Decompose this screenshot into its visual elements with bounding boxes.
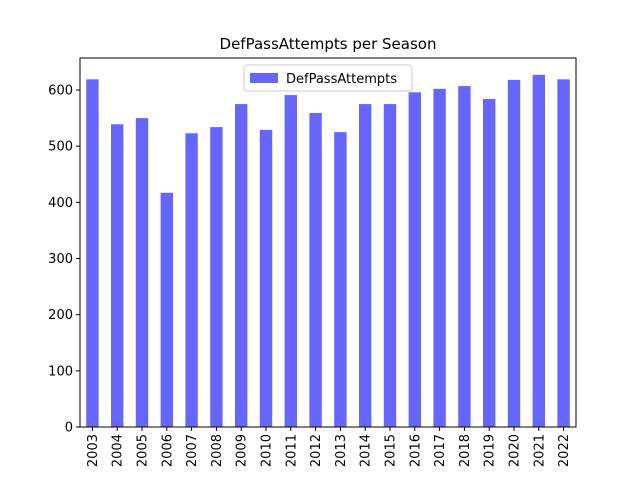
x-tick-label: 2008 (210, 434, 225, 467)
y-tick-label: 100 (48, 364, 73, 379)
x-tick-label: 2017 (433, 434, 448, 467)
y-tick-label: 500 (48, 140, 73, 155)
x-tick-label: 2006 (160, 434, 175, 467)
y-tick-label: 200 (48, 308, 73, 323)
x-tick-label: 2022 (557, 434, 572, 467)
bar (86, 79, 99, 427)
bar (135, 118, 149, 428)
x-tick-label: 2021 (532, 434, 547, 467)
y-tick-label: 0 (65, 421, 73, 436)
bar (532, 74, 545, 428)
bar (185, 133, 198, 428)
x-tick-label: 2019 (483, 434, 498, 467)
plot-frame (79, 57, 577, 428)
bar (334, 132, 347, 427)
bar (284, 95, 297, 428)
bar (557, 79, 570, 427)
x-tick-label: 2011 (284, 434, 299, 467)
bar (483, 99, 496, 427)
x-tick-label: 2018 (458, 434, 473, 467)
y-tick-label: 300 (48, 252, 73, 267)
x-tick-label: 2012 (309, 434, 324, 467)
bar (235, 104, 248, 427)
x-tick-label: 2005 (136, 434, 151, 467)
x-tick-label: 2003 (86, 434, 101, 467)
x-tick-label: 2014 (359, 434, 374, 467)
x-tick-label: 2020 (508, 434, 523, 467)
chart-title: DefPassAttempts per Season (220, 35, 437, 53)
bar (259, 129, 273, 427)
bar (111, 124, 124, 427)
x-tick-label: 2016 (408, 434, 423, 467)
y-tick-label: 600 (48, 84, 73, 99)
x-tick-label: 2004 (111, 434, 126, 467)
legend-label: DefPassAttempts (286, 72, 397, 87)
bar (507, 79, 521, 427)
bar (160, 192, 173, 427)
legend-swatch (250, 73, 278, 83)
bar (359, 104, 372, 427)
bar (383, 104, 397, 427)
y-tick-label: 400 (48, 196, 73, 211)
x-tick-label: 2013 (334, 434, 349, 467)
bar (309, 113, 322, 427)
x-tick-label: 2009 (235, 434, 250, 467)
x-tick-label: 2015 (384, 434, 399, 467)
bar (458, 86, 471, 428)
x-tick-label: 2010 (260, 434, 275, 467)
x-tick-label: 2007 (185, 434, 200, 467)
bar (210, 127, 223, 428)
bar (408, 92, 421, 427)
legend-box (243, 64, 413, 92)
bar (433, 88, 446, 427)
